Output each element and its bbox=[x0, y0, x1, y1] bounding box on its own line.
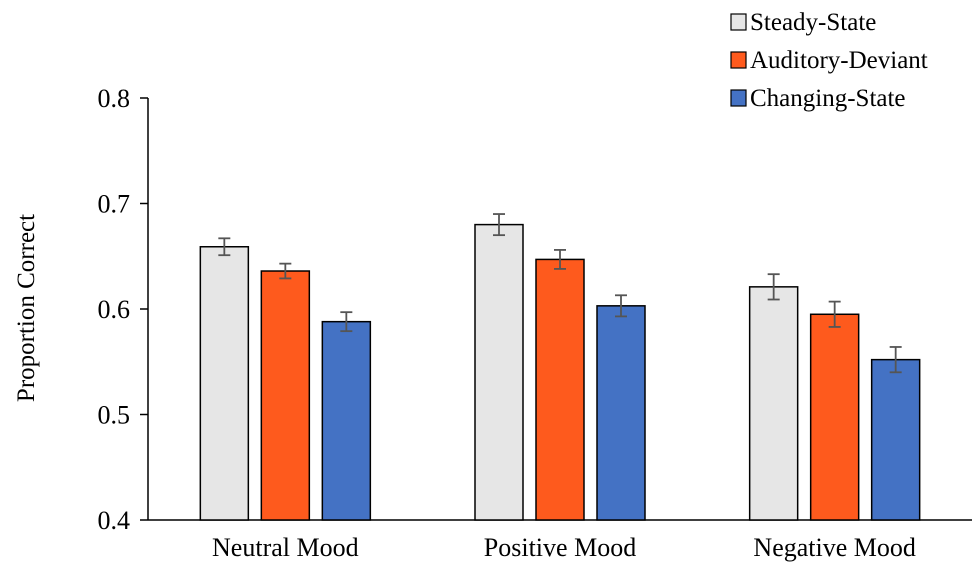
y-tick-label: 0.5 bbox=[98, 401, 131, 430]
legend-label: Auditory-Deviant bbox=[750, 47, 928, 74]
error-bar bbox=[493, 213, 505, 237]
error-bar bbox=[615, 294, 627, 318]
y-tick-label: 0.7 bbox=[98, 190, 131, 219]
bar-changing-state-1 bbox=[596, 305, 646, 521]
error-bar bbox=[340, 311, 353, 333]
x-category-label: Neutral Mood bbox=[212, 533, 359, 562]
legend-swatch bbox=[730, 51, 747, 69]
y-tick-label: 0.4 bbox=[98, 506, 131, 535]
x-category-label: Positive Mood bbox=[484, 533, 636, 562]
error-bar bbox=[828, 300, 841, 328]
legend: Steady-State Auditory-Deviant Changing-Sta… bbox=[730, 9, 928, 112]
y-tick-label: 0.8 bbox=[98, 84, 131, 113]
bar-steady-state-1 bbox=[474, 223, 524, 521]
y-tick-label: 0.6 bbox=[98, 295, 131, 324]
error-bar bbox=[279, 262, 292, 280]
error-bar bbox=[554, 249, 566, 270]
error-bar bbox=[889, 346, 902, 374]
bar-steady-state-0 bbox=[199, 246, 250, 521]
legend-label: Steady-State bbox=[750, 9, 876, 36]
bar-steady-state-2 bbox=[748, 286, 799, 521]
error-bar bbox=[218, 237, 231, 257]
x-category-label: Negative Mood bbox=[753, 533, 915, 562]
bar-changing-state-0 bbox=[321, 320, 372, 521]
error-bar bbox=[767, 273, 780, 301]
bar-auditory-deviant-1 bbox=[535, 258, 585, 521]
legend-label: Changing-State bbox=[750, 85, 906, 112]
y-axis-title: Proportion Correct bbox=[13, 214, 40, 402]
bar-auditory-deviant-0 bbox=[260, 270, 311, 521]
bar-changing-state-2 bbox=[870, 358, 921, 521]
legend-swatch bbox=[730, 13, 747, 31]
bar-auditory-deviant-2 bbox=[809, 313, 860, 521]
legend-swatch bbox=[730, 89, 747, 107]
